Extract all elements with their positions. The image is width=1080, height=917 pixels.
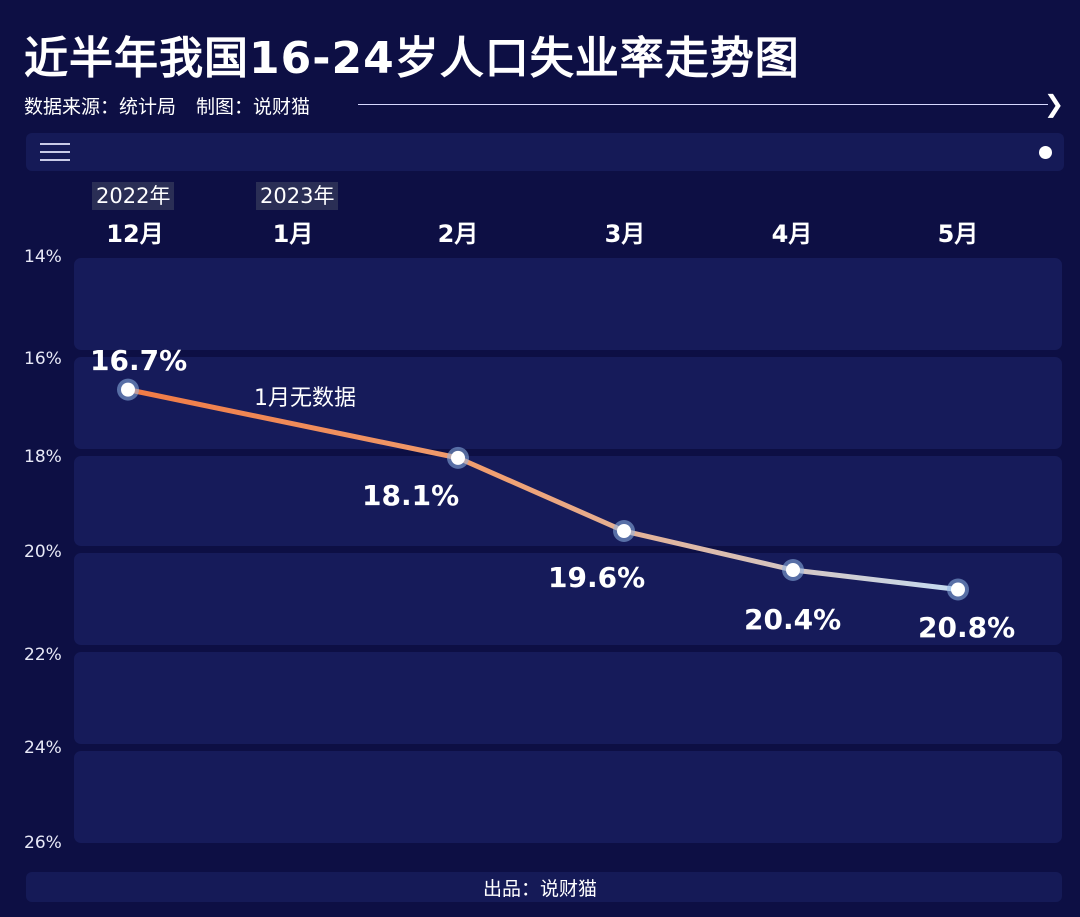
data-point[interactable] <box>121 382 135 397</box>
grid-band <box>74 553 1062 645</box>
data-label: 19.6% <box>548 561 646 594</box>
y-tick-label: 14% <box>24 247 62 267</box>
data-label: 16.7% <box>90 344 188 377</box>
y-tick-label: 18% <box>24 447 62 467</box>
grid-band <box>74 258 1062 350</box>
x-tick-label: 1月 <box>272 220 314 248</box>
source-row: 数据来源：统计局 制图：说财猫 <box>24 92 330 118</box>
data-point[interactable] <box>617 524 631 538</box>
dot-icon[interactable] <box>1039 146 1052 159</box>
grid-band <box>74 357 1062 449</box>
year-tag-2023: 2023年 <box>256 182 339 210</box>
x-tick-label: 5月 <box>937 220 979 248</box>
data-point[interactable] <box>951 582 965 597</box>
data-point[interactable] <box>451 450 465 465</box>
arrow-right-icon: ❯ <box>1044 90 1065 118</box>
x-tick-label: 4月 <box>771 220 813 248</box>
y-tick-label: 22% <box>24 645 62 665</box>
data-label: 20.8% <box>918 611 1016 644</box>
data-label: 20.4% <box>744 603 842 636</box>
y-tick-label: 20% <box>24 542 62 562</box>
grid-band <box>74 456 1062 546</box>
data-source: 数据来源：统计局 <box>24 95 177 118</box>
footer-band <box>26 872 1062 902</box>
annotation-no-data: 1月无数据 <box>254 386 356 411</box>
x-tick-label: 12月 <box>106 220 164 248</box>
x-tick-label: 3月 <box>604 220 646 248</box>
y-tick-label: 16% <box>24 349 62 369</box>
y-tick-label: 26% <box>24 833 62 853</box>
x-tick-label: 2月 <box>437 220 479 248</box>
menu-icon[interactable] <box>40 143 70 161</box>
chart-title: 近半年我国16-24岁人口失业率走势图 <box>24 33 800 84</box>
header-divider <box>358 104 1048 105</box>
chart-credit: 制图：说财猫 <box>196 95 311 118</box>
data-label: 18.1% <box>362 479 460 512</box>
grid-band <box>74 751 1062 843</box>
chart-toolbar <box>26 133 1064 171</box>
series-line <box>125 387 961 592</box>
year-tag-2022: 2022年 <box>92 182 175 210</box>
data-point[interactable] <box>786 563 800 577</box>
grid-band <box>74 652 1062 744</box>
footer-credit: 出品：说财猫 <box>482 878 597 900</box>
y-tick-label: 24% <box>24 738 62 758</box>
